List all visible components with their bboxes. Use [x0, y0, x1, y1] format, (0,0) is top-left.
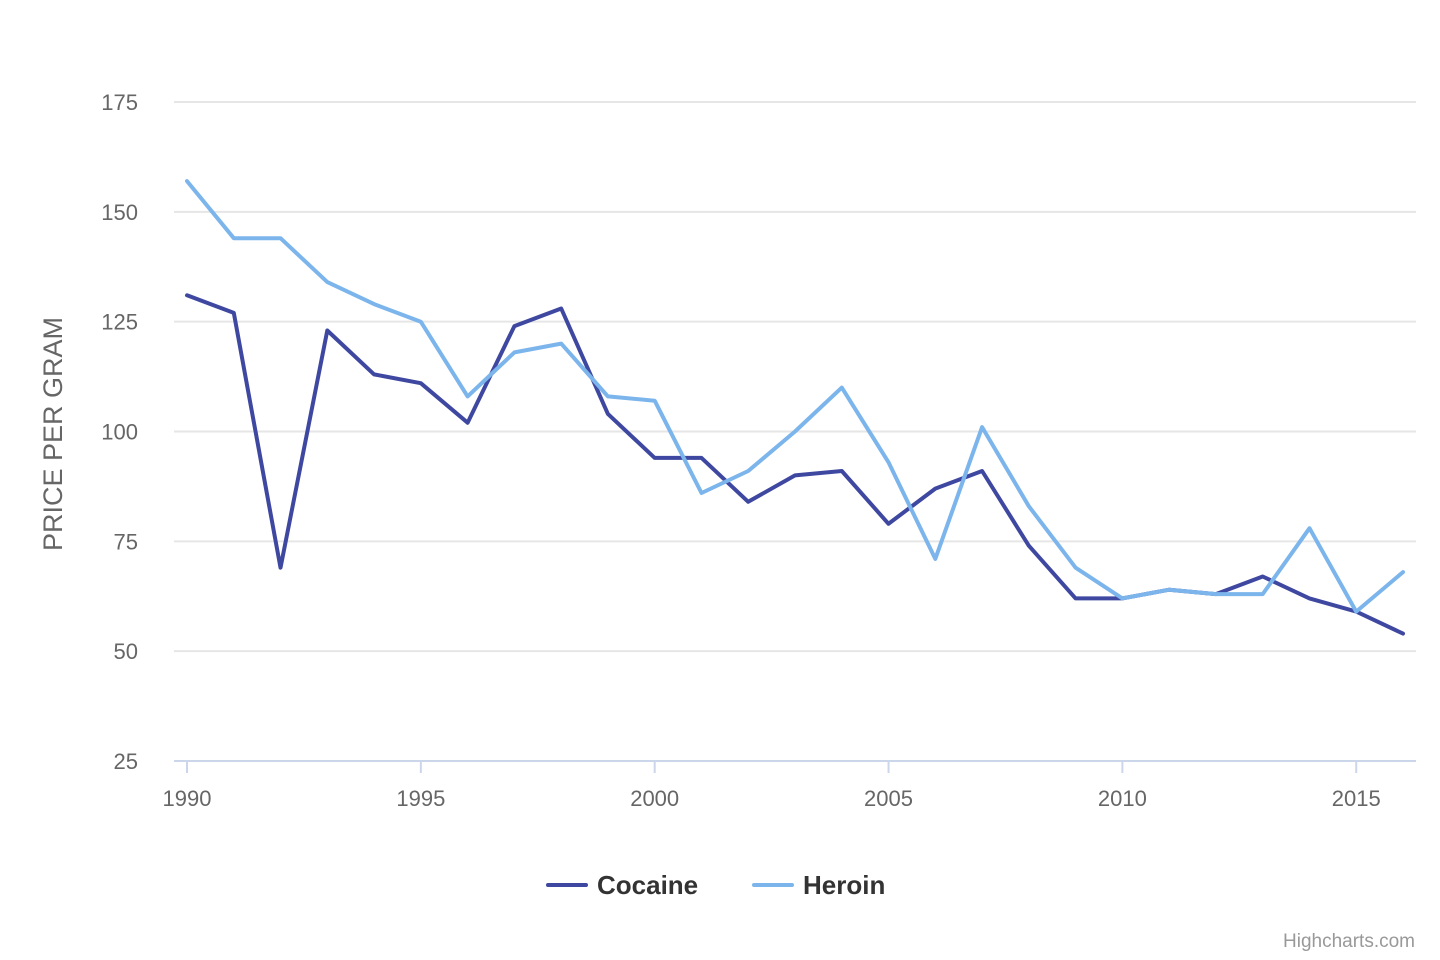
x-tick-label: 1990 — [163, 786, 212, 811]
legend-item-cocaine[interactable]: Cocaine — [546, 870, 698, 900]
legend-label-cocaine: Cocaine — [597, 870, 698, 900]
grid-lines — [174, 101, 1416, 653]
y-tick-label: 100 — [101, 420, 138, 445]
y-axis-title: PRICE PER GRAM — [38, 317, 68, 551]
x-tick-label: 2005 — [864, 786, 913, 811]
x-tick-label: 2010 — [1098, 786, 1147, 811]
legend: Cocaine Heroin — [546, 870, 885, 900]
x-tick-label: 2015 — [1332, 786, 1381, 811]
series-lines — [185, 179, 1405, 636]
y-tick-label: 25 — [114, 749, 138, 774]
series-line-heroin[interactable] — [185, 179, 1405, 614]
x-tick-label: 1995 — [396, 786, 445, 811]
y-tick-label: 75 — [114, 529, 138, 554]
legend-item-heroin[interactable]: Heroin — [752, 870, 885, 900]
x-axis-tick-labels: 1990 1995 2000 2005 2010 2015 — [163, 786, 1381, 811]
y-tick-label: 50 — [114, 639, 138, 664]
legend-label-heroin: Heroin — [803, 870, 885, 900]
y-axis-tick-labels: 25 50 75 100 125 150 175 — [101, 90, 138, 774]
y-tick-label: 175 — [101, 90, 138, 115]
x-tick-label: 2000 — [630, 786, 679, 811]
series-line-cocaine[interactable] — [185, 293, 1405, 636]
credits-link[interactable]: Highcharts.com — [1283, 931, 1415, 952]
y-tick-label: 125 — [101, 310, 138, 335]
y-tick-label: 150 — [101, 200, 138, 225]
x-axis-ticks — [186, 761, 1358, 773]
